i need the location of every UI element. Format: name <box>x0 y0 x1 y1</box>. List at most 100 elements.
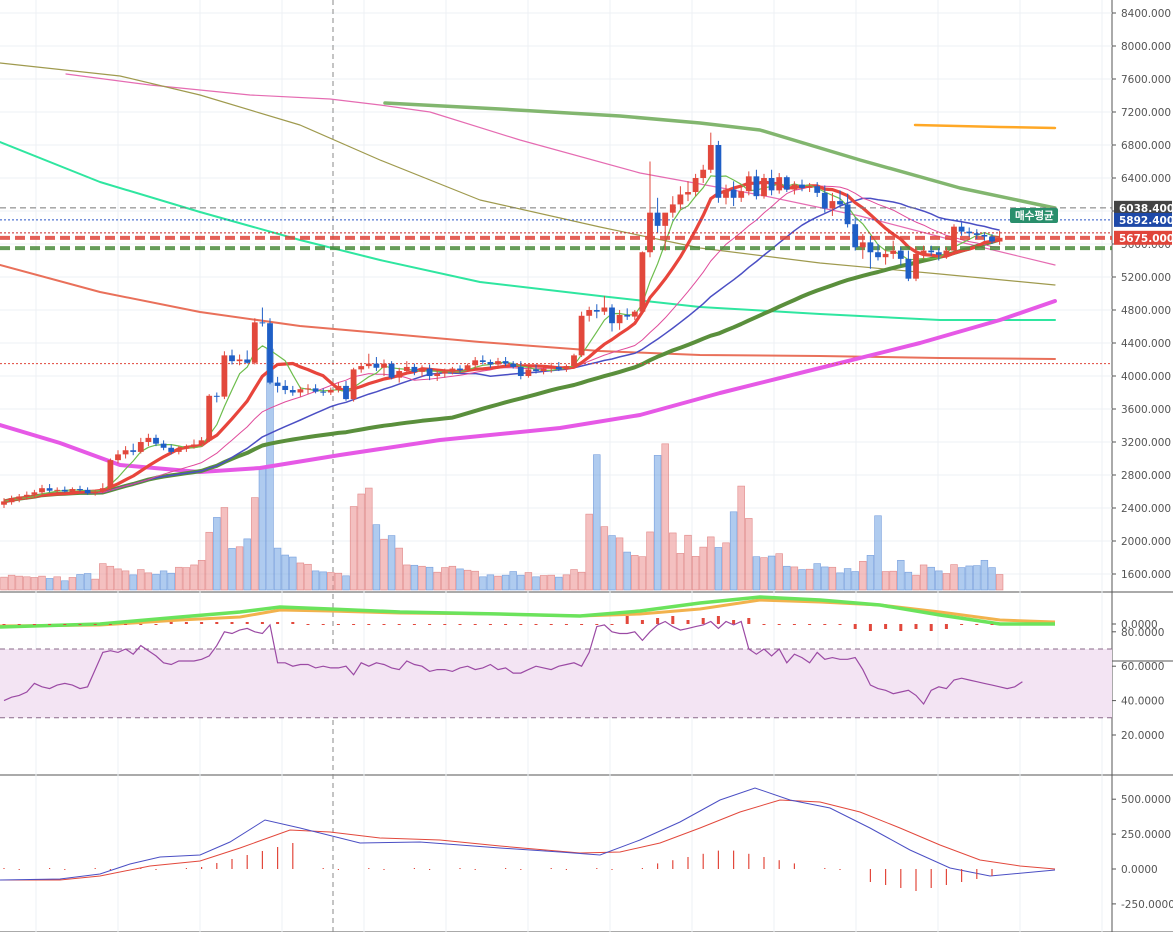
volume-bar <box>425 566 434 591</box>
candle-body <box>411 366 418 372</box>
candle-body <box>920 250 927 254</box>
volume-bar <box>813 563 821 591</box>
macd-line <box>0 787 1056 881</box>
candle-body <box>358 366 365 370</box>
candle-body <box>548 366 555 369</box>
osc-bar <box>78 624 82 625</box>
osc-bar <box>63 624 67 625</box>
volume-bar <box>714 547 723 591</box>
candle-body <box>768 178 775 191</box>
candle-body <box>799 184 805 188</box>
volume-bar <box>129 574 137 591</box>
price-axis: 8400.000 8000.000 7600.000 7200.000 6800.000… <box>1112 8 1171 581</box>
volume-bar <box>881 571 890 591</box>
volume-bar <box>327 572 335 591</box>
volume-bar <box>357 493 365 591</box>
volume-bar <box>7 574 16 591</box>
volume-bar <box>904 571 913 591</box>
rsi-tick-label: 80.0000 <box>1121 627 1164 639</box>
line-ma10 <box>3 180 1000 503</box>
volume-bar <box>866 555 875 591</box>
volume-bar <box>699 546 707 591</box>
candle-body <box>441 371 448 374</box>
candle-body <box>783 177 790 190</box>
macd-tick-label: 500.0000 <box>1121 794 1171 806</box>
volume-bar <box>479 576 487 591</box>
volume-bar <box>623 551 631 591</box>
candle-body <box>274 382 281 386</box>
osc-bar <box>853 624 857 629</box>
volume-bar <box>486 574 495 591</box>
osc-bar <box>382 624 386 625</box>
candle-body <box>487 361 494 365</box>
candle-body <box>457 368 463 371</box>
volume-bar <box>281 554 289 591</box>
volume-bar <box>767 555 776 591</box>
volume-bar <box>501 574 510 591</box>
volume-bar <box>828 566 837 591</box>
price-tag <box>1114 200 1172 215</box>
osc-bar <box>504 624 508 625</box>
candle-body <box>61 489 68 492</box>
candle-body <box>943 250 950 255</box>
volume-bar <box>653 455 662 591</box>
osc-bar <box>671 616 675 624</box>
volume-bar <box>471 570 479 591</box>
candle-body <box>578 315 585 356</box>
osc-bar <box>215 622 219 624</box>
candle-body <box>92 491 99 494</box>
osc-bar <box>276 622 280 624</box>
candle-body <box>122 450 129 455</box>
volume-bar <box>676 553 685 591</box>
volume-bar <box>821 566 829 591</box>
osc-bar <box>762 624 766 625</box>
candle-body <box>320 391 327 393</box>
volume-bar <box>859 560 867 591</box>
osc-bar <box>124 624 128 625</box>
volume-bar <box>760 557 768 591</box>
volume-bar <box>441 567 449 591</box>
volume-bar <box>167 572 175 591</box>
osc-bar <box>412 624 416 625</box>
osc-bar <box>184 622 188 624</box>
volume-bar <box>874 515 882 591</box>
candle-body <box>183 446 190 449</box>
candle-body <box>586 310 593 316</box>
volume-bar <box>456 568 464 591</box>
volume-bar <box>942 573 951 591</box>
volume-bar <box>144 572 153 591</box>
candle-body <box>115 454 121 461</box>
volume-bar <box>570 569 578 591</box>
line-ma300 <box>0 62 1056 286</box>
candle-body <box>890 250 897 254</box>
volume-bar <box>403 564 411 591</box>
candle-body <box>403 366 410 372</box>
volume-bar <box>91 578 99 591</box>
osc-bar <box>473 624 477 625</box>
volume-bar <box>836 572 844 591</box>
candle-body <box>639 252 646 312</box>
osc-bar <box>884 624 888 629</box>
candle-body <box>738 191 745 198</box>
volume-bar <box>342 575 350 591</box>
volume-bar <box>334 572 343 591</box>
volume-bar <box>980 559 989 591</box>
candle-body <box>419 368 425 372</box>
volume-bar <box>707 536 715 591</box>
candle-body <box>510 363 517 367</box>
osc-bar <box>823 624 827 625</box>
volume-bar <box>935 570 943 591</box>
candle-body <box>327 390 334 393</box>
macd-tick-label: 250.0000 <box>1121 829 1171 841</box>
volume-bar <box>68 577 77 591</box>
candle-body <box>206 395 213 441</box>
candle-body <box>137 442 144 452</box>
osc-bar <box>291 622 295 624</box>
osc-bar <box>169 622 173 624</box>
osc-bar <box>944 624 948 629</box>
volume-bar <box>494 575 502 591</box>
candle-body <box>555 366 562 370</box>
osc-bar <box>625 616 629 624</box>
